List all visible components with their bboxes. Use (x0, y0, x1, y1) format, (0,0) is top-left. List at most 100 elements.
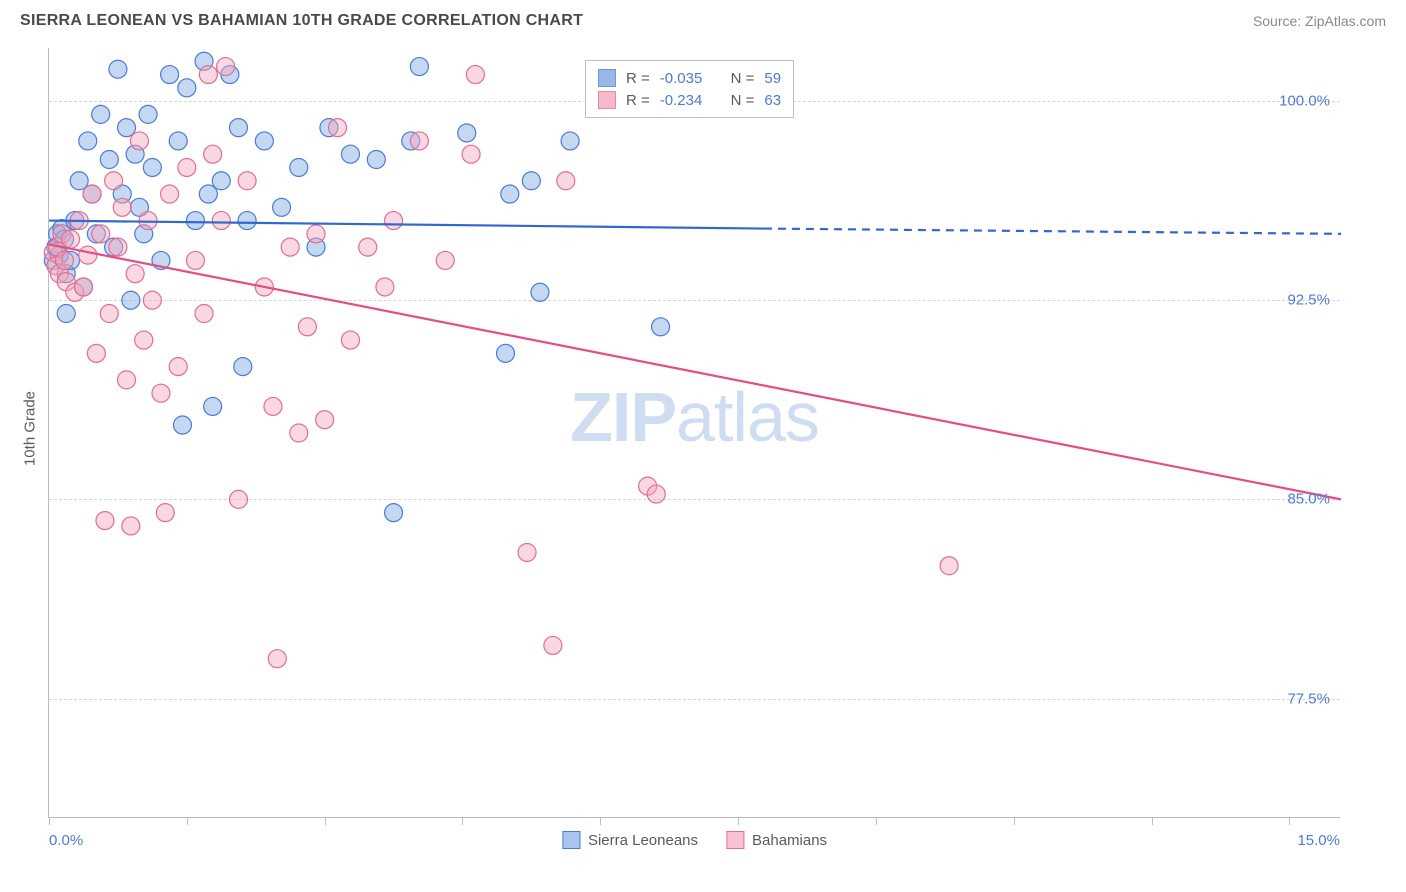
scatter-point (195, 305, 213, 323)
source-attribution: Source: ZipAtlas.com (1253, 13, 1386, 29)
scatter-point (156, 504, 174, 522)
scatter-point (109, 60, 127, 78)
scatter-point (341, 331, 359, 349)
scatter-point (544, 636, 562, 654)
x-tick-mark (1152, 817, 1153, 825)
scatter-point (522, 172, 540, 190)
scatter-point (647, 485, 665, 503)
scatter-point (92, 105, 110, 123)
scatter-point (178, 79, 196, 97)
x-tick-mark (876, 817, 877, 825)
scatter-point (359, 238, 377, 256)
scatter-point (501, 185, 519, 203)
scatter-point (118, 119, 136, 137)
stats-r-value: -0.035 (660, 70, 703, 87)
scatter-point (436, 251, 454, 269)
x-tick-label: 0.0% (49, 832, 83, 849)
scatter-point (290, 158, 308, 176)
legend-label: Sierra Leoneans (588, 832, 698, 849)
scatter-point (238, 212, 256, 230)
y-tick-label: 100.0% (1279, 93, 1330, 110)
scatter-point (79, 132, 97, 150)
scatter-point (367, 151, 385, 169)
scatter-point (268, 650, 286, 668)
scatter-point (234, 358, 252, 376)
stats-n-value: 59 (764, 70, 781, 87)
legend-label: Bahamians (752, 832, 827, 849)
x-tick-mark (49, 817, 50, 825)
legend-swatch (726, 831, 744, 849)
y-axis-label: 10th Grade (22, 379, 39, 479)
scatter-point (130, 132, 148, 150)
stats-n-label: N = (731, 70, 755, 87)
scatter-point (169, 358, 187, 376)
scatter-point (174, 416, 192, 434)
scatter-point (135, 331, 153, 349)
scatter-point (316, 411, 334, 429)
y-tick-label: 77.5% (1287, 690, 1330, 707)
scatter-point (298, 318, 316, 336)
stats-n-value: 63 (764, 92, 781, 109)
scatter-point (199, 185, 217, 203)
x-tick-label: 15.0% (1297, 832, 1340, 849)
scatter-point (139, 105, 157, 123)
scatter-point (143, 291, 161, 309)
x-tick-mark (738, 817, 739, 825)
scatter-point (385, 504, 403, 522)
correlation-stats-box: R = -0.035 N = 59R = -0.234 N = 63 (585, 60, 794, 118)
scatter-point (462, 145, 480, 163)
scatter-point (518, 543, 536, 561)
trend-line-extrapolated (764, 229, 1341, 234)
scatter-svg (49, 48, 1340, 817)
scatter-point (561, 132, 579, 150)
stats-row: R = -0.234 N = 63 (598, 89, 781, 111)
scatter-point (105, 172, 123, 190)
scatter-point (238, 172, 256, 190)
legend-swatch (562, 831, 580, 849)
scatter-point (113, 198, 131, 216)
scatter-point (281, 238, 299, 256)
scatter-point (458, 124, 476, 142)
stats-r-label: R = (626, 70, 650, 87)
scatter-point (255, 132, 273, 150)
scatter-point (229, 119, 247, 137)
x-tick-mark (1289, 817, 1290, 825)
scatter-point (57, 305, 75, 323)
scatter-point (161, 185, 179, 203)
scatter-point (290, 424, 308, 442)
scatter-point (307, 225, 325, 243)
scatter-point (100, 151, 118, 169)
scatter-point (199, 66, 217, 84)
scatter-point (212, 212, 230, 230)
scatter-point (152, 384, 170, 402)
scatter-point (329, 119, 347, 137)
scatter-point (385, 212, 403, 230)
scatter-point (531, 283, 549, 301)
scatter-point (217, 58, 235, 76)
stats-row: R = -0.035 N = 59 (598, 67, 781, 89)
stats-r-label: R = (626, 92, 650, 109)
legend-item: Bahamians (726, 831, 827, 849)
series-color-swatch (598, 91, 616, 109)
x-tick-mark (325, 817, 326, 825)
scatter-point (100, 305, 118, 323)
series-color-swatch (598, 69, 616, 87)
scatter-point (126, 265, 144, 283)
scatter-point (497, 344, 515, 362)
scatter-point (229, 490, 247, 508)
scatter-point (87, 344, 105, 362)
scatter-point (96, 512, 114, 530)
scatter-point (74, 278, 92, 296)
x-tick-mark (1014, 817, 1015, 825)
stats-r-value: -0.234 (660, 92, 703, 109)
scatter-point (161, 66, 179, 84)
scatter-point (56, 251, 74, 269)
legend: Sierra Leoneans Bahamians (562, 831, 827, 849)
x-tick-mark (462, 817, 463, 825)
scatter-point (122, 291, 140, 309)
scatter-point (122, 517, 140, 535)
scatter-point (204, 145, 222, 163)
scatter-point (341, 145, 359, 163)
scatter-point (62, 230, 80, 248)
chart-plot-area: ZIPatlas R = -0.035 N = 59R = -0.234 N =… (48, 48, 1340, 818)
